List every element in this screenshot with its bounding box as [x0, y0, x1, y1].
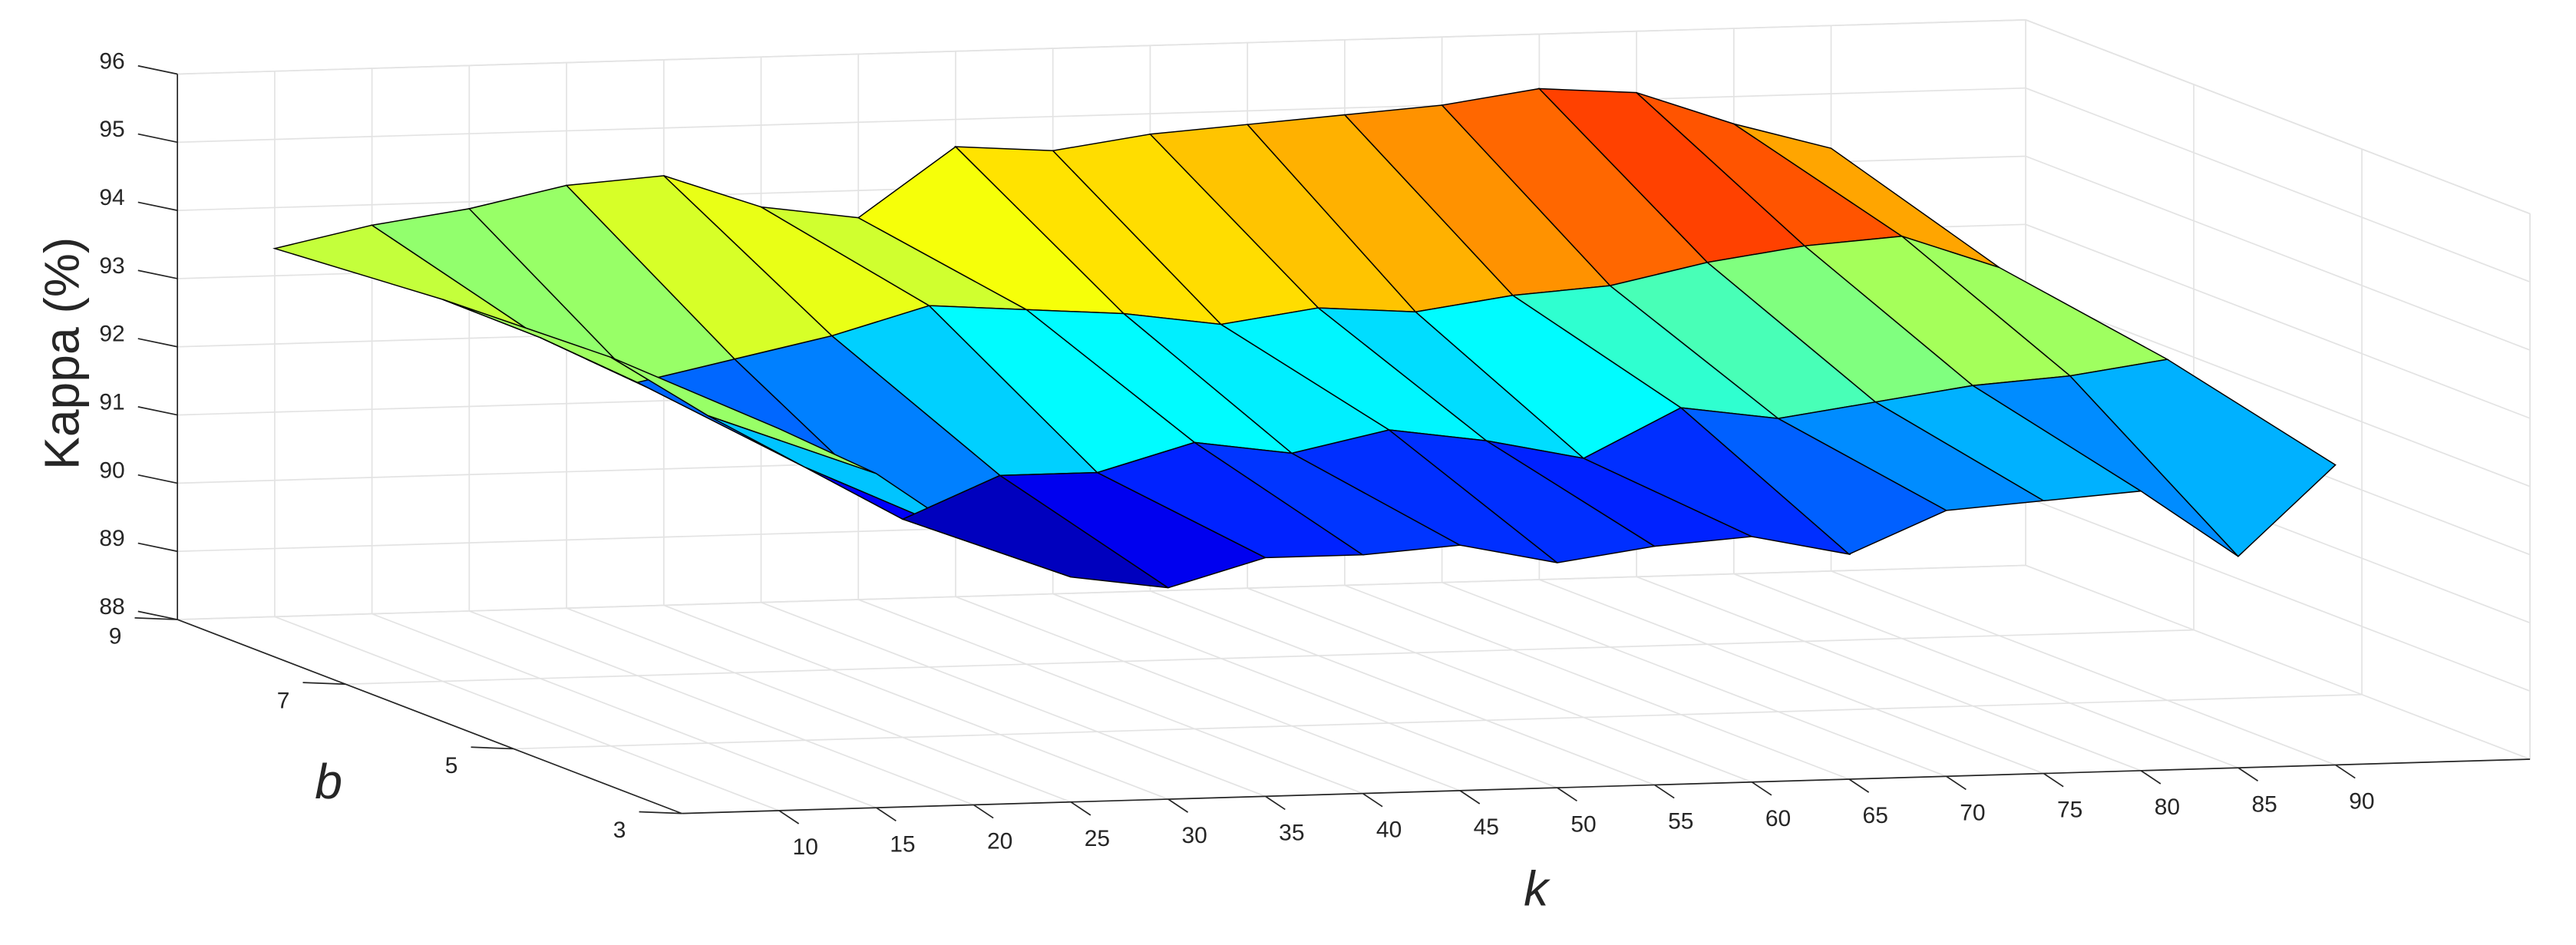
- z-tick-label: 95: [99, 117, 124, 142]
- axis-line: [682, 758, 2531, 814]
- grid-line: [2025, 155, 2531, 351]
- x-tick: [1362, 792, 1383, 808]
- z-tick-label: 94: [99, 185, 124, 210]
- y-tick: [302, 682, 346, 686]
- z-tick-label: 92: [99, 322, 124, 347]
- x-tick-label: 55: [1668, 809, 1693, 834]
- grid-line: [857, 599, 1363, 795]
- grid-line: [1247, 587, 1752, 783]
- grid-line: [372, 613, 877, 808]
- grid-line: [1344, 584, 1850, 780]
- x-tick: [1751, 781, 1772, 796]
- y-axis-label: b: [315, 754, 342, 809]
- z-tick: [137, 338, 178, 348]
- grid-line: [1539, 579, 2044, 775]
- z-tick-label: 90: [99, 458, 124, 483]
- x-tick: [1557, 787, 1577, 801]
- z-tick: [137, 610, 178, 620]
- z-tick-label: 96: [99, 48, 124, 74]
- grid-line: [1831, 570, 2336, 766]
- grid-line: [177, 87, 2026, 144]
- x-tick-label: 15: [890, 831, 915, 857]
- z-tick-label: 88: [99, 594, 124, 620]
- grid-line: [2025, 292, 2531, 487]
- x-tick: [973, 804, 994, 819]
- x-tick-label: 50: [1570, 811, 1596, 837]
- grid-line: [514, 693, 2363, 750]
- surface-face: [2069, 359, 2337, 557]
- grid-line: [1150, 590, 1655, 786]
- grid-line: [663, 604, 1169, 800]
- z-tick: [137, 406, 178, 416]
- box-edge: [2025, 19, 2531, 215]
- x-tick-label: 60: [1765, 806, 1791, 831]
- z-tick-label: 89: [99, 526, 124, 551]
- x-tick-label: 40: [1376, 818, 1402, 843]
- x-tick: [1070, 801, 1091, 816]
- grid-line: [1442, 581, 1947, 778]
- x-tick: [2043, 772, 2064, 788]
- grid-line: [2025, 223, 2531, 419]
- z-tick-label: 91: [99, 390, 124, 415]
- y-tick: [134, 617, 178, 620]
- x-tick: [2237, 767, 2259, 781]
- x-tick-label: 45: [1474, 814, 1499, 840]
- x-tick-label: 65: [1863, 803, 1888, 828]
- grid-line: [955, 596, 1461, 791]
- y-tick-label: 9: [109, 624, 122, 649]
- grid-line: [345, 629, 2195, 686]
- z-tick: [137, 133, 178, 144]
- grid-line: [2025, 496, 2531, 692]
- x-tick-label: 20: [987, 829, 1012, 854]
- x-tick-label: 90: [2349, 789, 2374, 814]
- z-tick: [137, 64, 178, 75]
- grid-line: [1052, 593, 1558, 788]
- x-tick: [1946, 775, 1967, 791]
- grid-line: [177, 564, 2026, 620]
- axis-line: [177, 619, 682, 814]
- grid-line: [1733, 573, 2239, 768]
- x-tick: [876, 807, 897, 822]
- z-tick: [137, 542, 178, 553]
- x-tick-label: 85: [2251, 791, 2277, 817]
- grid-line: [761, 601, 1266, 798]
- grid-line: [566, 607, 1072, 803]
- x-tick: [1265, 795, 1286, 811]
- z-tick: [137, 474, 178, 484]
- x-axis-label: k: [1524, 861, 1551, 916]
- z-tick-label: 93: [99, 253, 124, 279]
- x-tick: [2140, 770, 2162, 785]
- x-tick-label: 10: [793, 834, 818, 860]
- x-tick: [1167, 798, 1189, 813]
- grid-line: [469, 610, 974, 806]
- grid-line: [2025, 564, 2531, 760]
- y-tick-label: 7: [277, 689, 290, 714]
- grid-line: [1636, 576, 2142, 772]
- grid-line: [274, 616, 780, 811]
- y-tick: [639, 811, 682, 814]
- x-tick: [2335, 764, 2356, 779]
- grid-line: [2025, 87, 2531, 283]
- y-tick-label: 5: [445, 753, 458, 778]
- x-tick-label: 70: [1960, 800, 1985, 825]
- x-tick-label: 75: [2057, 798, 2082, 823]
- x-tick: [1459, 790, 1481, 805]
- z-tick: [137, 269, 178, 279]
- z-tick: [137, 201, 178, 211]
- x-tick-label: 25: [1085, 826, 1110, 851]
- x-tick-label: 80: [2155, 795, 2180, 820]
- x-tick: [1654, 784, 1675, 799]
- box-edge: [177, 18, 2026, 75]
- x-tick: [778, 810, 800, 824]
- x-tick: [1848, 778, 1870, 793]
- y-tick-label: 3: [613, 818, 626, 843]
- x-tick-label: 30: [1181, 823, 1207, 848]
- x-tick-label: 35: [1279, 820, 1304, 845]
- y-tick: [471, 746, 514, 750]
- z-axis-label: Kappa (%): [35, 237, 90, 470]
